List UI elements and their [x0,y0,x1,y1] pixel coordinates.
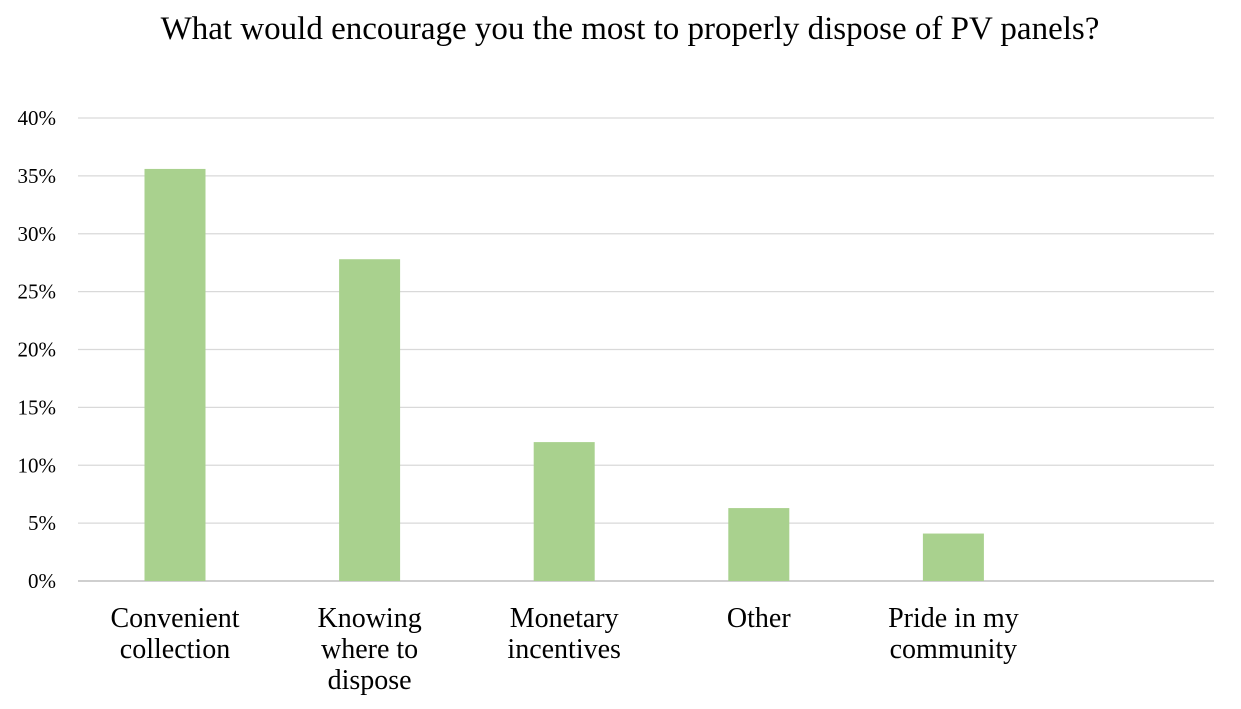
x-category-label: Knowing where to dispose [317,603,421,696]
chart-title: What would encourage you the most to pro… [160,11,1100,47]
bar [533,442,595,581]
y-tick-label: 25% [18,280,57,304]
y-tick-label: 40% [18,106,57,130]
bar [922,533,984,581]
bar [728,508,790,581]
x-category-label: Pride in my community [888,603,1019,665]
y-tick-label: 30% [18,222,57,246]
y-tick-label: 20% [18,338,57,362]
y-tick-label: 0% [28,569,56,593]
y-tick-label: 5% [28,511,56,535]
bar [339,259,401,581]
x-category-label: Other [727,603,791,634]
x-category-label: Convenient collection [110,603,239,665]
bar [144,168,206,581]
y-tick-label: 35% [18,164,57,188]
y-tick-label: 15% [18,395,57,419]
x-category-label: Monetary incentives [507,603,621,665]
y-tick-label: 10% [18,453,57,477]
